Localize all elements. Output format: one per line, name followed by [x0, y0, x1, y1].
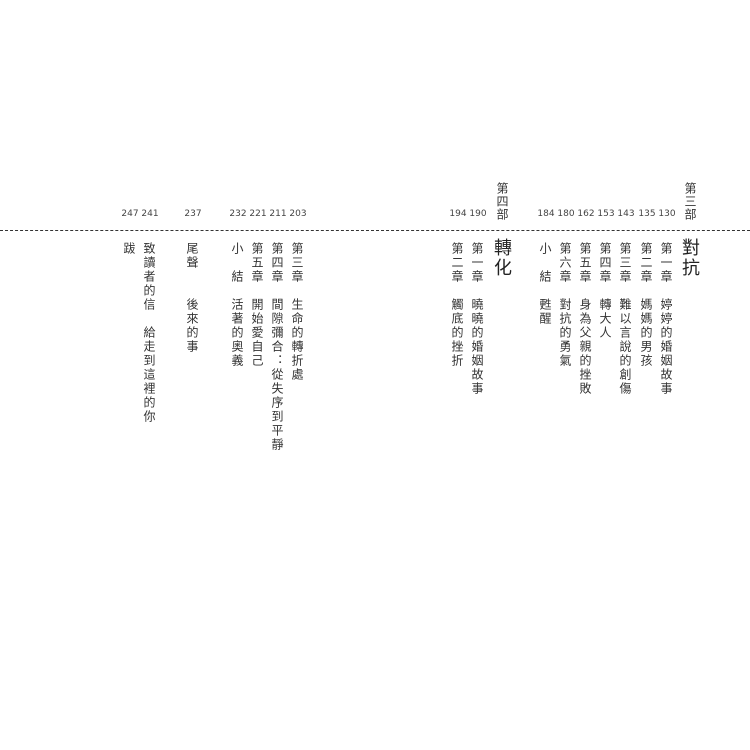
page-number: 232 [229, 209, 247, 219]
chapter-label: 第三章 [290, 242, 304, 284]
chapter-title: 間隙彌合：從失序到平靜 [270, 298, 284, 452]
chapter-title: 難以言說的創傷 [618, 298, 632, 396]
toc-entry[interactable]: 第五章開始愛自己 [250, 242, 264, 368]
toc-entry[interactable]: 尾聲後來的事 [185, 242, 199, 354]
toc-entry[interactable]: 致讀者的信給走到這裡的你 [142, 242, 156, 424]
toc-entry[interactable]: 第三章難以言說的創傷 [618, 242, 632, 396]
chapter-label: 第一章 [470, 242, 484, 284]
chapter-title: 曉曉的婚姻故事 [470, 298, 484, 396]
chapter-label: 第四章 [598, 242, 612, 284]
toc-entry[interactable]: 第六章對抗的勇氣 [558, 242, 572, 368]
chapter-title: 對抗的勇氣 [558, 298, 572, 368]
page-number: 203 [289, 209, 307, 219]
dashed-divider [0, 230, 750, 231]
page-number: 130 [658, 209, 676, 219]
chapter-label: 第三章 [618, 242, 632, 284]
chapter-label: 第一章 [659, 242, 673, 284]
chapter-label: 第五章 [578, 242, 592, 284]
toc-entry[interactable]: 跋 [122, 242, 136, 286]
page-number: 190 [469, 209, 487, 219]
toc-entry[interactable]: 第五章身為父親的挫敗 [578, 242, 592, 396]
page-number: 180 [557, 209, 575, 219]
chapter-title: 活著的奧義 [230, 298, 244, 368]
toc-entry[interactable]: 第一章曉曉的婚姻故事 [470, 242, 484, 396]
toc-entry[interactable]: 第三章生命的轉折處 [290, 242, 304, 382]
toc-entry[interactable]: 小 結活著的奧義 [230, 242, 244, 368]
chapter-title: 身為父親的挫敗 [578, 298, 592, 396]
page-number: 237 [184, 209, 202, 219]
toc-entry[interactable]: 第四章間隙彌合：從失序到平靜 [270, 242, 284, 452]
chapter-title: 生命的轉折處 [290, 298, 304, 382]
chapter-title: 後來的事 [185, 298, 199, 354]
toc-entry[interactable]: 小 結甦醒 [538, 242, 552, 326]
part-three-heading: 第三部 [683, 182, 697, 221]
page-number: 221 [249, 209, 267, 219]
toc-entry[interactable]: 第四章轉大人 [598, 242, 612, 340]
page-number: 162 [577, 209, 595, 219]
chapter-label: 第四章 [270, 242, 284, 284]
chapter-title: 甦醒 [538, 298, 552, 326]
chapter-title: 開始愛自己 [250, 298, 264, 368]
chapter-label: 第五章 [250, 242, 264, 284]
page-number: 153 [597, 209, 615, 219]
page-number: 247 [121, 209, 139, 219]
chapter-label: 跋 [122, 242, 136, 256]
chapter-label: 第二章 [450, 242, 464, 284]
chapter-label: 小 結 [538, 242, 552, 284]
toc-entry[interactable]: 第一章婷婷的婚姻故事 [659, 242, 673, 396]
chapter-title: 給走到這裡的你 [142, 326, 156, 424]
toc-entry[interactable]: 第二章媽媽的男孩 [639, 242, 653, 368]
chapter-title: 媽媽的男孩 [639, 298, 653, 368]
page-number: 143 [617, 209, 635, 219]
part-four-heading: 第四部 [495, 182, 509, 221]
page-number: 184 [537, 209, 555, 219]
part-three-title: 對抗 [679, 238, 700, 278]
chapter-title: 觸底的挫折 [450, 298, 464, 368]
chapter-label: 第二章 [639, 242, 653, 284]
chapter-label: 小 結 [230, 242, 244, 284]
chapter-label: 尾聲 [185, 242, 199, 270]
page-number: 194 [449, 209, 467, 219]
toc-entry[interactable]: 第二章觸底的挫折 [450, 242, 464, 368]
chapter-title: 婷婷的婚姻故事 [659, 298, 673, 396]
page-number: 241 [141, 209, 159, 219]
chapter-title: 轉大人 [598, 298, 612, 340]
page-number: 135 [638, 209, 656, 219]
chapter-label: 致讀者的信 [142, 242, 156, 312]
chapter-label: 第六章 [558, 242, 572, 284]
part-four-title: 轉化 [491, 238, 512, 278]
page-number: 211 [269, 209, 287, 219]
